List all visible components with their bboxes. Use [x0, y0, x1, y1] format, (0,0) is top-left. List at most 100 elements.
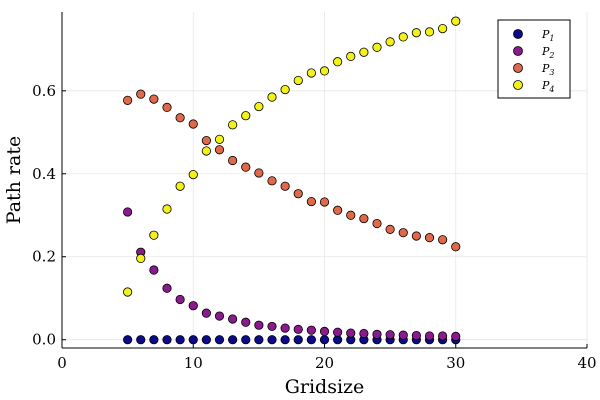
- point-p2: [438, 331, 448, 341]
- point-p2: [228, 314, 238, 324]
- point-p2: [319, 326, 330, 337]
- x-tick-label: 10: [184, 354, 203, 372]
- point-p3: [188, 119, 198, 129]
- point-p3: [398, 228, 408, 238]
- point-p3: [333, 205, 343, 215]
- point-p3: [359, 213, 369, 224]
- point-p1: [293, 335, 303, 345]
- point-p2: [267, 321, 277, 332]
- point-p2: [149, 265, 159, 275]
- point-p3: [267, 176, 277, 186]
- point-p4: [359, 47, 369, 57]
- y-tick-label: 0.6: [32, 82, 56, 100]
- point-p3: [241, 162, 251, 172]
- point-p1: [214, 335, 225, 345]
- point-p4: [333, 57, 343, 67]
- point-p4: [372, 42, 382, 52]
- point-p2: [451, 331, 461, 341]
- point-p3: [306, 196, 316, 207]
- point-p3: [424, 233, 435, 243]
- point-p1: [306, 335, 316, 345]
- point-p3: [201, 135, 211, 146]
- point-p3: [451, 242, 461, 252]
- legend-box: [497, 19, 571, 99]
- point-p4: [123, 287, 133, 297]
- point-p4: [398, 32, 408, 42]
- point-p2: [188, 301, 198, 311]
- point-p3: [385, 224, 395, 234]
- point-p1: [123, 335, 133, 345]
- axes: 0 10 20 30 40 0.0 0.2 0.4 0.6: [32, 12, 597, 372]
- point-p4: [175, 181, 185, 191]
- point-p1: [267, 335, 277, 345]
- point-p2: [346, 328, 356, 338]
- legend-marker: [513, 63, 523, 73]
- point-p4: [424, 27, 435, 37]
- point-p3: [411, 231, 421, 241]
- point-p2: [162, 283, 172, 293]
- point-p2: [398, 330, 408, 340]
- point-p4: [214, 134, 225, 144]
- point-p2: [333, 327, 343, 337]
- point-p2: [372, 329, 382, 339]
- point-p3: [346, 210, 356, 220]
- point-p4: [188, 170, 198, 180]
- point-p4: [241, 111, 251, 121]
- point-p1: [136, 335, 146, 345]
- legend-marker: [513, 29, 523, 39]
- x-tick-label: 30: [446, 354, 465, 372]
- point-p1: [149, 335, 159, 345]
- point-p4: [162, 204, 172, 214]
- x-tick-label: 20: [315, 354, 334, 372]
- point-p2: [241, 317, 251, 327]
- point-p3: [175, 113, 185, 123]
- point-p4: [438, 23, 448, 34]
- point-p2: [280, 323, 290, 333]
- point-p4: [411, 28, 421, 38]
- point-p4: [319, 66, 330, 76]
- point-p4: [451, 16, 461, 26]
- point-p2: [201, 308, 211, 318]
- point-p3: [123, 95, 133, 105]
- point-p1: [228, 335, 238, 345]
- x-tick-label: 0: [57, 354, 67, 372]
- point-p3: [254, 168, 264, 178]
- point-p3: [293, 189, 303, 199]
- point-p1: [254, 335, 264, 345]
- point-p2: [175, 294, 185, 305]
- point-p1: [188, 335, 198, 345]
- point-p3: [162, 102, 172, 113]
- point-p3: [214, 145, 225, 155]
- point-p2: [293, 324, 303, 334]
- legend-marker: [513, 80, 523, 90]
- x-tick-label: 40: [577, 354, 596, 372]
- point-p4: [306, 68, 316, 78]
- point-p4: [136, 253, 146, 263]
- point-p4: [149, 230, 159, 240]
- point-p2: [411, 330, 421, 341]
- point-p2: [424, 331, 435, 341]
- point-p2: [359, 328, 369, 339]
- point-p4: [293, 75, 303, 86]
- y-tick-label: 0.2: [32, 248, 56, 266]
- point-p3: [228, 155, 238, 166]
- point-p4: [385, 37, 395, 47]
- point-p1: [175, 335, 185, 345]
- point-p4: [280, 84, 290, 95]
- point-p1: [241, 335, 251, 345]
- y-tick-label: 0.4: [32, 165, 56, 183]
- point-p3: [136, 89, 146, 99]
- point-p3: [280, 181, 290, 191]
- point-p4: [201, 146, 211, 156]
- point-p2: [306, 325, 316, 335]
- point-p3: [438, 235, 448, 245]
- point-p2: [385, 330, 395, 340]
- point-p2: [254, 320, 264, 330]
- y-axis-label: Path rate: [3, 136, 25, 224]
- point-p3: [149, 94, 159, 104]
- point-p1: [319, 335, 330, 345]
- point-p1: [280, 335, 290, 345]
- point-p4: [267, 92, 277, 102]
